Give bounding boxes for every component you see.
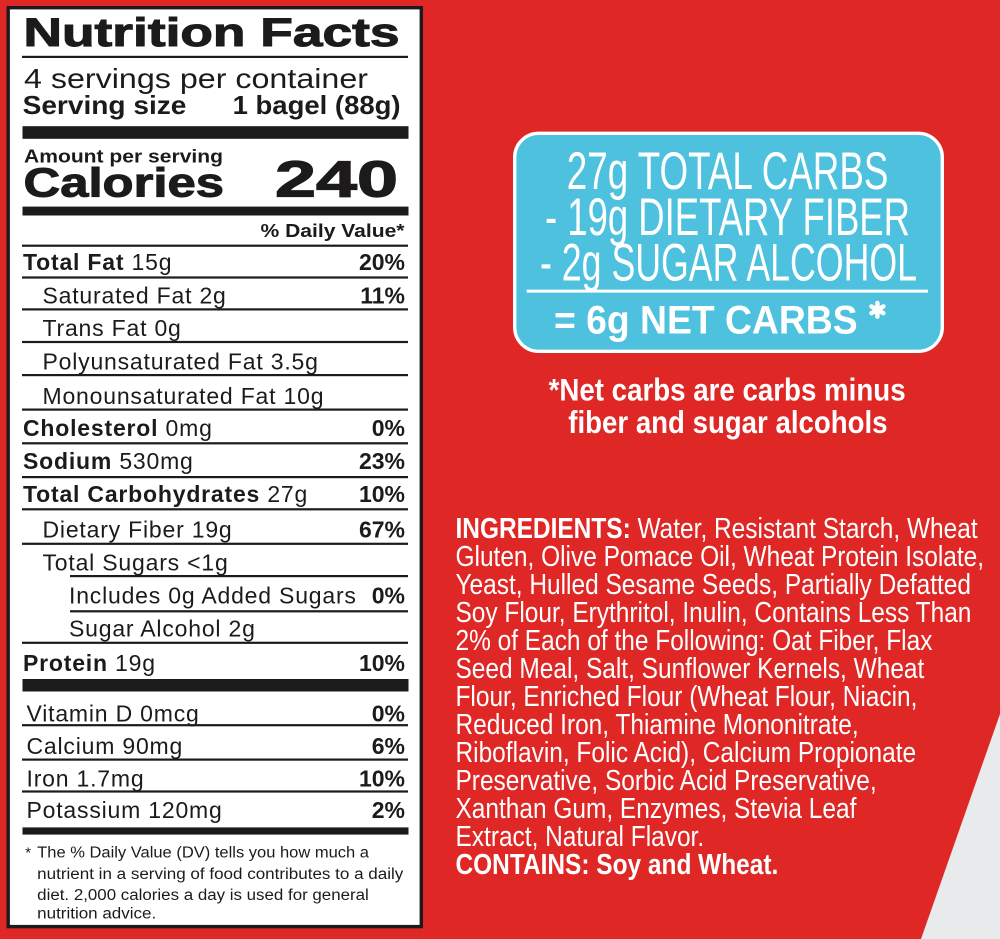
svg-text:INGREDIENTS: Water, Resistant: INGREDIENTS: Water, Resistant Starch, Wh… — [456, 512, 979, 544]
svg-text:Serving size: Serving size — [23, 90, 187, 120]
svg-text:% Daily Value*: % Daily Value* — [261, 221, 406, 241]
svg-text:11%: 11% — [360, 283, 405, 309]
svg-text:Potassium 120mg: Potassium 120mg — [27, 797, 223, 823]
svg-text:10%: 10% — [359, 481, 405, 507]
svg-text:Vitamin D 0mcg: Vitamin D 0mcg — [27, 701, 200, 727]
svg-text:Extract, Natural Flavor.: Extract, Natural Flavor. — [456, 820, 705, 852]
svg-text:CONTAINS: Soy and Wheat.: CONTAINS: Soy and Wheat. — [456, 848, 779, 880]
svg-text:Sodium 530mg: Sodium 530mg — [23, 448, 194, 474]
svg-text:Total Sugars <1g: Total Sugars <1g — [43, 550, 229, 576]
svg-text:*Net carbs are carbs minus: *Net carbs are carbs minus — [549, 372, 906, 408]
svg-text:nutrition advice.: nutrition advice. — [37, 906, 156, 923]
svg-text:4 servings per container: 4 servings per container — [24, 63, 368, 94]
svg-text:*: * — [25, 845, 31, 862]
svg-text:Seed Meal, Salt, Sunflower Ker: Seed Meal, Salt, Sunflower Kernels, Whea… — [456, 652, 925, 684]
svg-text:fiber and sugar alcohols: fiber and sugar alcohols — [568, 404, 887, 440]
svg-text:0%: 0% — [372, 415, 405, 441]
svg-text:Amount per serving: Amount per serving — [24, 147, 223, 167]
svg-text:Calories: Calories — [24, 159, 225, 205]
svg-text:Soy Flour, Erythritol, Inulin,: Soy Flour, Erythritol, Inulin, Contains … — [456, 596, 972, 628]
svg-text:Sugar Alcohol 2g: Sugar Alcohol 2g — [69, 616, 256, 642]
svg-text:- 2g SUGAR ALCOHOL: - 2g SUGAR ALCOHOL — [540, 233, 917, 292]
svg-text:2%: 2% — [372, 797, 405, 823]
svg-text:Iron 1.7mg: Iron 1.7mg — [27, 766, 145, 792]
svg-text:Gluten, Olive Pomace Oil, Whea: Gluten, Olive Pomace Oil, Wheat Protein … — [456, 540, 985, 572]
svg-text:= 6g NET CARBS: = 6g NET CARBS — [554, 298, 858, 342]
svg-text:diet. 2,000 calories a day is: diet. 2,000 calories a day is used for g… — [37, 887, 369, 904]
svg-text:Saturated Fat 2g: Saturated Fat 2g — [43, 283, 227, 309]
svg-text:Yeast, Hulled Sesame Seeds, Pa: Yeast, Hulled Sesame Seeds, Partially De… — [456, 568, 971, 600]
svg-text:10%: 10% — [359, 766, 405, 792]
svg-text:Total Carbohydrates 27g: Total Carbohydrates 27g — [23, 481, 308, 507]
svg-text:1 bagel (88g): 1 bagel (88g) — [233, 90, 401, 120]
svg-text:10%: 10% — [359, 650, 405, 676]
svg-text:27g TOTAL CARBS: 27g TOTAL CARBS — [567, 142, 889, 201]
svg-text:Preservative, Sorbic Acid Pres: Preservative, Sorbic Acid Preservative, — [456, 764, 877, 796]
svg-text:Cholesterol 0mg: Cholesterol 0mg — [23, 415, 213, 441]
svg-text:Polyunsaturated Fat 3.5g: Polyunsaturated Fat 3.5g — [43, 349, 319, 375]
svg-text:Total Fat 15g: Total Fat 15g — [23, 249, 172, 275]
svg-text:The % Daily Value (DV) tells y: The % Daily Value (DV) tells you how muc… — [37, 845, 369, 862]
svg-text:Flour, Enriched Flour (Wheat F: Flour, Enriched Flour (Wheat Flour, Niac… — [456, 680, 918, 712]
svg-text:0%: 0% — [372, 701, 405, 727]
svg-text:Monounsaturated Fat 10g: Monounsaturated Fat 10g — [43, 383, 325, 409]
svg-text:- 19g DIETARY FIBER: - 19g DIETARY FIBER — [545, 188, 910, 247]
svg-text:Trans Fat 0g: Trans Fat 0g — [43, 315, 182, 341]
svg-text:67%: 67% — [359, 517, 405, 543]
svg-text:Reduced Iron, Thiamine Mononit: Reduced Iron, Thiamine Mononitrate, — [456, 708, 859, 740]
svg-text:Calcium 90mg: Calcium 90mg — [27, 733, 184, 759]
svg-text:Protein 19g: Protein 19g — [23, 650, 156, 676]
svg-text:Nutrition Facts: Nutrition Facts — [24, 11, 400, 55]
svg-text:2% of Each of the Following: O: 2% of Each of the Following: Oat Fiber, … — [456, 624, 933, 656]
svg-text:Xanthan Gum, Enzymes, Stevia L: Xanthan Gum, Enzymes, Stevia Leaf — [456, 792, 857, 824]
svg-text:nutrient in a serving of food: nutrient in a serving of food contribute… — [37, 866, 403, 883]
svg-text:23%: 23% — [359, 448, 405, 474]
svg-text:0%: 0% — [372, 583, 405, 609]
svg-text:240: 240 — [275, 150, 398, 207]
svg-text:Riboflavin, Folic Acid), Calci: Riboflavin, Folic Acid), Calcium Propion… — [456, 736, 917, 768]
svg-text:20%: 20% — [359, 249, 405, 275]
svg-text:6%: 6% — [372, 733, 405, 759]
svg-text:Includes 0g Added Sugars: Includes 0g Added Sugars — [69, 583, 357, 609]
svg-text:Dietary Fiber 19g: Dietary Fiber 19g — [43, 517, 233, 543]
